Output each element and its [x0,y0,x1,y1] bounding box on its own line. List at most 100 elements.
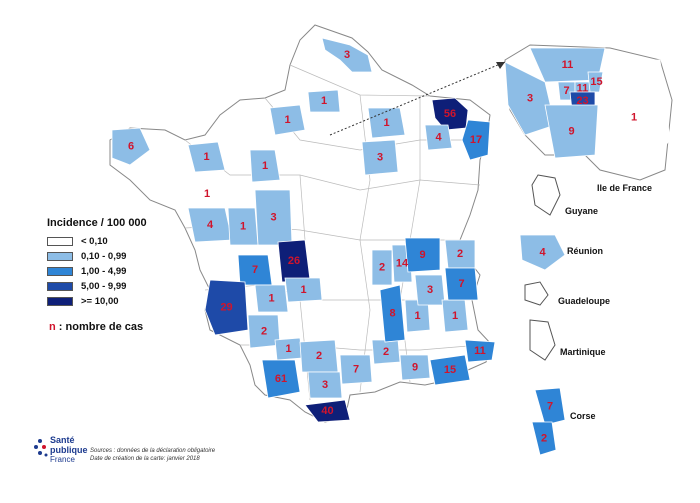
idf-inset [504,44,673,181]
legend-row-1: 0,10 - 0,99 [47,251,126,262]
case-count-rhone: 14 [396,257,409,269]
legend-label-3: 5,00 - 9,99 [81,281,127,292]
logo-line3: France [50,455,75,464]
case-count-nord: 3 [344,49,350,61]
dept-idf-78 [504,61,556,136]
departments-layer [111,37,496,423]
case-count-finistere: 6 [128,140,134,152]
case-count-ille-vilaine: 1 [204,188,210,200]
case-count-charente-maritime: 7 [252,264,258,276]
dept-marne [367,107,406,139]
logo-text: Santé publique France [50,435,88,465]
legend-row-3: 5,00 - 9,99 [47,281,126,292]
dept-bouches-du-rhone [429,354,471,386]
case-count-moselle: 4 [435,131,442,143]
case-count-loire-atlantique: 4 [207,219,214,231]
sante-publique-logo-icon [34,439,48,457]
label-reunion: Réunion [567,246,603,256]
dept-haute-garonne [261,359,301,399]
dept-haut-rhin [461,119,491,161]
dept-drome [379,284,406,343]
legend-label-0: < 0,10 [81,236,108,247]
case-count-idf-78: 3 [527,92,533,104]
case-count-idf-75: 23 [576,95,588,107]
case-count-idf-77: 1 [631,111,637,123]
legend-swatch-1 [47,252,73,261]
case-count-idf-95: 11 [562,59,574,71]
case-count-gironde: 29 [220,301,232,313]
dept-idf-77 [597,59,671,176]
territory-guyane-shape [531,174,561,216]
territory-martinique-shape [529,319,556,361]
case-count-haute-corse: 7 [547,400,553,412]
dept-aube [361,139,399,176]
inset-arrow [329,61,506,136]
dept-savoie [444,267,479,301]
sources-note: Sources : données de la déclaration obli… [90,447,215,463]
case-count-aube: 3 [377,151,383,163]
dept-ille-vilaine [191,179,223,209]
legend-swatch-3 [47,282,73,291]
case-count-maine-loire: 1 [240,220,246,232]
case-count-savoie: 7 [458,278,464,290]
logo-line2: publique [50,445,88,455]
case-count-var: 2 [383,346,389,358]
label-martinique: Martinique [560,347,606,357]
legend-note: n : nombre de cas [49,321,143,333]
case-count-idf-93: 11 [577,82,589,94]
case-count-seine-maritime: 1 [284,114,290,126]
dept-alpes-maritimes [464,339,496,363]
legend-title: Incidence / 100 000 [47,217,147,229]
case-count-loire: 2 [379,261,385,273]
case-count-haute-vienne: 1 [300,284,306,296]
sources-line1: Sources : données de la déclaration obli… [90,448,216,454]
case-count-sarthe-eure: 1 [262,160,268,172]
legend-swatch-4 [47,297,73,306]
case-count-indre-loire: 3 [270,211,276,223]
case-count-haut-rhin: 17 [470,134,482,146]
dept-pyrenees-orientales [304,399,351,423]
case-count-bouches-du-rhone: 15 [444,364,456,376]
dept-somme [307,89,341,113]
case-count-gard: 9 [412,361,418,373]
case-count-idf-91: 9 [568,125,574,137]
dept-manche-calvados [187,141,226,173]
dept-seine-maritime [269,104,306,136]
dept-reunion [519,234,566,271]
case-count-isere: 3 [427,284,433,296]
logo-line1: Santé [50,435,75,445]
case-count-ardeche: 1 [414,310,420,322]
case-count-hautes-alpes: 1 [452,310,458,322]
case-count-ain: 9 [419,249,425,261]
case-count-haute-savoie: 2 [457,248,463,260]
legend-label-1: 0,10 - 0,99 [81,251,127,262]
dept-nord [321,37,373,73]
case-count-alpes-maritimes: 11 [474,345,486,357]
case-count-reunion: 4 [539,246,546,258]
case-count-charente: 1 [268,292,274,304]
legend-row-2: 1,00 - 4,99 [47,266,126,277]
dept-sarthe-eure [249,149,281,183]
case-count-dordogne: 2 [261,325,267,337]
dept-gard [399,354,431,381]
legend-note-text: : nombre de cas [55,321,144,333]
dept-idf-91 [544,104,599,159]
case-count-pyrenees-orientales: 40 [321,405,333,417]
dept-herault [339,354,373,385]
legend-row-4: >= 10,00 [47,296,119,307]
legend-swatch-2 [47,267,73,276]
dept-aude [307,371,343,399]
dept-finistere [111,127,151,166]
dept-loire [371,249,393,286]
case-count-drome: 8 [389,307,395,319]
case-count-vienne: 26 [288,255,300,267]
case-count-aude: 3 [322,379,328,391]
legend-label-2: 1,00 - 4,99 [81,266,127,277]
case-count-corse-du-sud: 2 [541,432,547,444]
case-count-herault: 7 [353,363,359,375]
label-ile-de-france: Ile de France [597,183,653,193]
sources-line2: Date de création de la carte: janvier 20… [90,456,200,462]
case-count-lot: 1 [285,343,291,355]
legend-row-0: < 0,10 [47,236,108,247]
case-count-somme: 1 [321,95,327,107]
